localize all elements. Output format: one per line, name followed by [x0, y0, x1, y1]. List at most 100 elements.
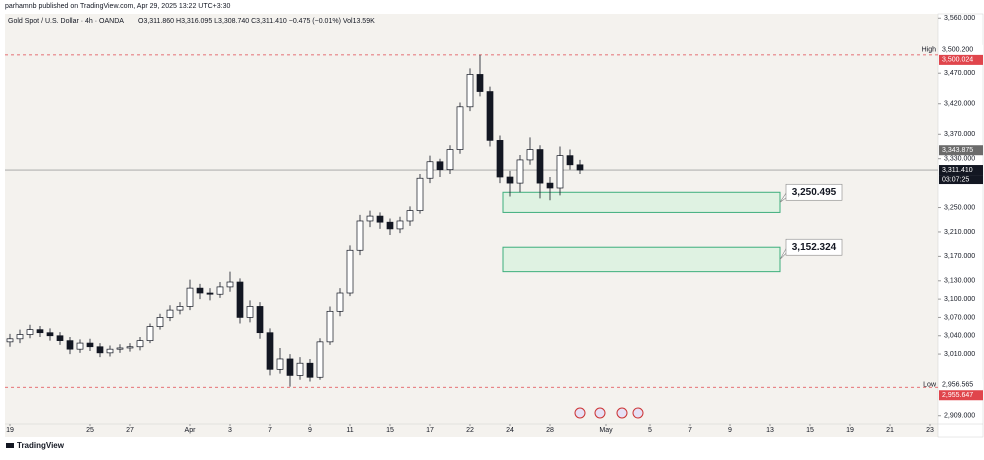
- candle-body: [66, 340, 74, 350]
- price-tag-label: 3,343.875: [942, 147, 973, 154]
- candle-body: [356, 220, 364, 251]
- price-axis: [937, 13, 984, 438]
- y-tick-label: 3,170.000: [944, 253, 975, 260]
- y-tick-label: 3,010.000: [944, 351, 975, 358]
- y-tick-label: 3,040.000: [944, 333, 975, 340]
- y-tick-label: 3,250.000: [944, 204, 975, 211]
- x-tick-label: 11: [346, 427, 353, 434]
- zone: [502, 191, 781, 213]
- candle-body: [246, 306, 254, 318]
- zone-label: 3,250.495: [792, 187, 837, 198]
- candle-body: [576, 164, 584, 171]
- candle-body: [316, 341, 324, 378]
- footer: TradingView: [17, 441, 65, 450]
- x-tick-label: 5: [648, 427, 652, 434]
- y-tick-label: 3,070.000: [944, 314, 975, 321]
- candle-body: [266, 332, 274, 370]
- y-tick-label: 3,130.000: [944, 278, 975, 285]
- candle-body: [446, 149, 454, 171]
- x-tick-label: 27: [126, 427, 134, 434]
- candle-body: [496, 140, 504, 178]
- y-tick-label: 3,470.000: [944, 70, 975, 77]
- x-tick-label: 21: [886, 427, 894, 434]
- price-tag-label: 2,956.565: [942, 382, 973, 389]
- low-name: Low: [923, 382, 937, 389]
- x-tick-label: 24: [506, 427, 514, 434]
- y-tick-label: 3,100.000: [944, 296, 975, 303]
- countdown-bg: [939, 175, 983, 185]
- price-tag-label: 3,500.024: [942, 57, 973, 64]
- y-tick-label: 3,370.000: [944, 131, 975, 138]
- y-tick-label: 3,330.000: [944, 156, 975, 163]
- candle-body: [256, 306, 264, 334]
- candle-body: [436, 161, 444, 171]
- price-tag: [939, 44, 983, 55]
- zone-label-box: [785, 183, 843, 201]
- x-tick-label: May: [599, 427, 613, 434]
- candle-body: [86, 342, 94, 348]
- event-icon[interactable]: [632, 407, 644, 419]
- candle-body: [506, 176, 514, 184]
- candle-body: [166, 309, 174, 318]
- candle-body: [136, 340, 144, 348]
- candle-body: [36, 329, 44, 334]
- event-icon[interactable]: [616, 407, 628, 419]
- price-tag-label: 3,500.200: [942, 47, 973, 54]
- candle-body: [386, 221, 394, 230]
- candle-body: [186, 287, 194, 307]
- candle-body: [396, 220, 404, 230]
- candle-body: [476, 74, 484, 92]
- candle-body: [56, 335, 64, 341]
- x-tick-label: 9: [308, 427, 312, 434]
- x-tick-label: 25: [86, 427, 94, 434]
- candle-body: [126, 346, 134, 349]
- candle-body: [516, 159, 524, 184]
- candle-body: [146, 326, 154, 341]
- candle-body: [406, 210, 414, 222]
- candle-body: [176, 306, 184, 311]
- countdown: 03:07:25: [942, 176, 969, 183]
- zone-label-box: [785, 238, 843, 256]
- candle-body: [326, 310, 334, 343]
- candle-body: [26, 329, 34, 335]
- candle-body: [236, 281, 244, 318]
- price-tag: [939, 145, 983, 156]
- price-tag: [939, 390, 983, 401]
- candle-body: [456, 106, 464, 150]
- x-tick-label: 7: [268, 427, 272, 434]
- candle-body: [366, 215, 374, 222]
- zone: [502, 246, 781, 273]
- candle-body: [536, 149, 544, 184]
- candle-body: [46, 332, 54, 337]
- event-icons: [574, 407, 644, 419]
- event-icon[interactable]: [574, 407, 586, 419]
- candle-body: [376, 215, 384, 223]
- y-tick-label: 3,560.000: [944, 15, 975, 22]
- x-tick-label: Apr: [185, 427, 197, 434]
- x-tick-label: 7: [688, 427, 692, 434]
- price-tag: [939, 379, 983, 390]
- x-tick-label: 13: [766, 427, 774, 434]
- candle-body: [526, 149, 534, 161]
- candle-body: [416, 177, 424, 211]
- candle-body: [346, 249, 354, 294]
- price-tag-label: 3,311.410: [942, 167, 973, 174]
- y-tick-label: 2,909.000: [944, 413, 975, 420]
- x-tick-label: 3: [228, 427, 232, 434]
- candle-body: [486, 91, 494, 141]
- x-tick-label: 15: [806, 427, 814, 434]
- candle-body: [96, 346, 104, 354]
- price-tag-label: 2,955.647: [942, 392, 973, 399]
- event-icon[interactable]: [594, 407, 606, 419]
- x-tick-label: 9: [728, 427, 732, 434]
- x-tick-label: 28: [546, 427, 554, 434]
- candle-body: [106, 348, 114, 354]
- y-tick-label: 3,210.000: [944, 229, 975, 236]
- candle-body: [276, 358, 284, 370]
- candle-body: [116, 347, 124, 350]
- x-tick-label: 17: [426, 427, 434, 434]
- candle-body: [6, 338, 14, 343]
- candle-body: [206, 292, 214, 295]
- candle-body: [226, 281, 234, 288]
